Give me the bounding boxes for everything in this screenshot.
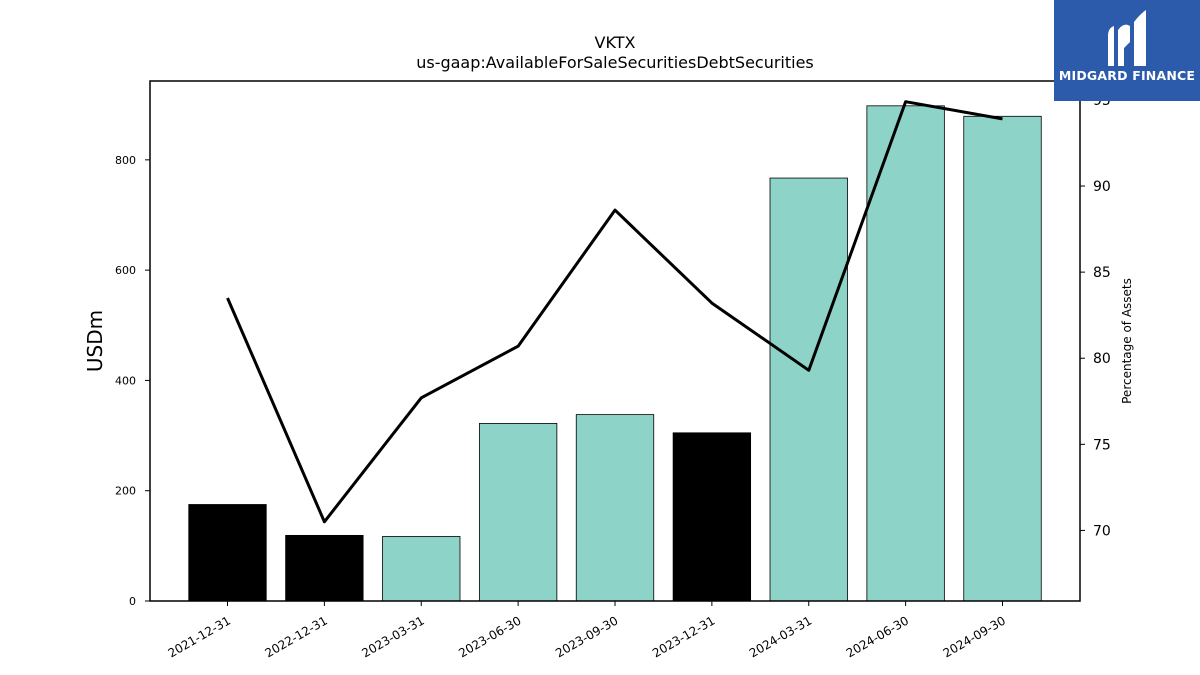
- bar-2023-09-30: [575, 414, 655, 602]
- percentage-line: [226, 100, 1003, 524]
- x-axis: 2021-12-31 2022-12-31 2023-03-31 2023-06-30…: [166, 601, 1008, 660]
- bar-2023-12-31: [672, 432, 752, 602]
- bars-group: [188, 105, 1042, 602]
- x-tick-label: 2024-09-30: [941, 613, 1008, 660]
- bar-2023-03-31: [382, 536, 461, 602]
- x-tick-label: 2023-12-31: [650, 613, 717, 660]
- x-tick-label: 2023-03-31: [359, 613, 426, 660]
- x-tick-label: 2024-03-31: [747, 613, 814, 660]
- chart-subtitle: us-gaap:AvailableForSaleSecuritiesDebtSe…: [416, 53, 814, 72]
- x-tick-label: 2021-12-31: [166, 613, 233, 660]
- y-tick-label: 0: [129, 595, 136, 608]
- x-tick-label: 2023-06-30: [456, 613, 523, 660]
- bar-2021-12-31: [188, 504, 267, 602]
- x-tick-label: 2024-06-30: [844, 613, 911, 660]
- bar-2024-06-30: [866, 105, 945, 602]
- y-axis-right: 707580859095: [1080, 93, 1111, 539]
- y-axis-left: 0 200 400 600 800: [115, 154, 150, 608]
- y-tick-label: 800: [115, 154, 136, 167]
- y-tick-label: 200: [115, 485, 136, 498]
- logo-text: MIDGARD FINANCE: [1058, 68, 1196, 83]
- y-tick-label: 600: [115, 264, 136, 277]
- y2-tick-label: 70: [1093, 523, 1111, 539]
- x-tick-label: 2023-09-30: [553, 613, 620, 660]
- y2-tick-label: 75: [1093, 437, 1111, 453]
- bar-2023-06-30: [478, 423, 558, 602]
- y-tick-label: 400: [115, 374, 136, 387]
- chart-title: VKTX: [595, 33, 636, 52]
- y2-axis-label: Percentage of Assets: [1120, 278, 1134, 404]
- midgard-finance-logo: MIDGARD FINANCE: [1054, 0, 1200, 101]
- y-axis-label: USDm: [83, 310, 107, 372]
- y2-tick-label: 80: [1093, 351, 1111, 367]
- y2-tick-label: 85: [1093, 265, 1111, 281]
- line-group: [226, 100, 1003, 524]
- bar-2024-03-31: [769, 177, 848, 602]
- bar-2024-09-30: [963, 115, 1042, 602]
- x-tick-label: 2022-12-31: [262, 613, 329, 660]
- midgard-logo-icon: [1108, 10, 1146, 67]
- y2-tick-label: 90: [1093, 179, 1111, 195]
- bar-2022-12-31: [285, 534, 364, 602]
